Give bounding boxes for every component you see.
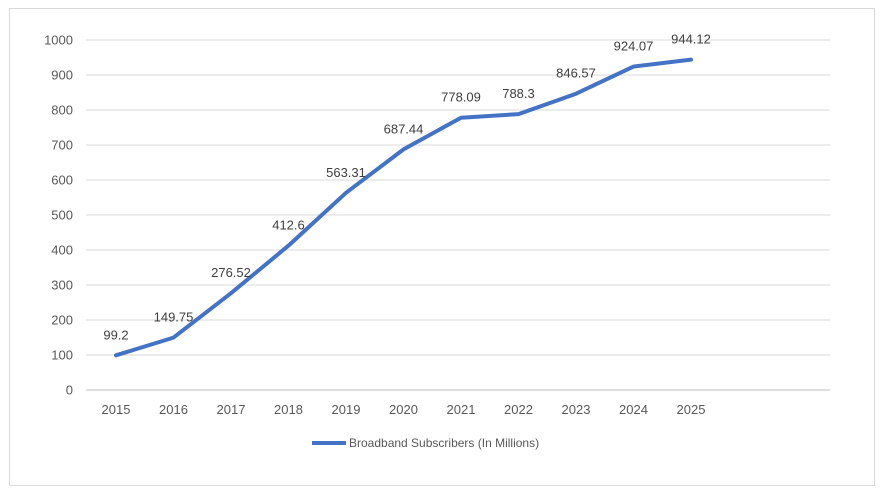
legend-label: Broadband Subscribers (In Millions) bbox=[349, 436, 539, 450]
data-label: 412.6 bbox=[272, 218, 305, 233]
y-tick-label: 200 bbox=[51, 313, 73, 328]
x-tick-label: 2023 bbox=[562, 402, 591, 417]
y-tick-label: 300 bbox=[51, 278, 73, 293]
data-label: 778.09 bbox=[441, 90, 481, 105]
series-line bbox=[114, 57, 693, 358]
series-lines bbox=[114, 57, 693, 358]
x-tick-label: 2021 bbox=[447, 402, 476, 417]
data-label: 99.2 bbox=[103, 327, 128, 342]
data-label: 276.52 bbox=[211, 265, 251, 280]
y-tick-label: 100 bbox=[51, 348, 73, 363]
data-label: 788.3 bbox=[502, 86, 535, 101]
x-tick-label: 2016 bbox=[159, 402, 188, 417]
chart-frame bbox=[9, 8, 875, 486]
legend: Broadband Subscribers (In Millions) bbox=[312, 436, 539, 450]
data-label: 944.12 bbox=[671, 32, 711, 47]
x-tick-label: 2017 bbox=[217, 402, 246, 417]
data-label: 687.44 bbox=[384, 121, 424, 136]
y-axis-ticks: 0 100 200 300 400 500 600 700 800 900 1000 bbox=[44, 33, 73, 398]
x-tick-label: 2022 bbox=[504, 402, 533, 417]
y-tick-label: 500 bbox=[51, 208, 73, 223]
data-label: 563.31 bbox=[326, 165, 366, 180]
gridlines bbox=[86, 39, 830, 391]
data-labels: 99.2 149.75 276.52 412.6 563.31 687.44 778.09 7… bbox=[103, 32, 711, 343]
y-tick-label: 800 bbox=[51, 103, 73, 118]
x-tick-label: 2015 bbox=[102, 402, 131, 417]
y-tick-label: 1000 bbox=[44, 33, 73, 48]
x-tick-label: 2024 bbox=[619, 402, 648, 417]
data-label: 149.75 bbox=[154, 310, 194, 325]
y-tick-label: 400 bbox=[51, 243, 73, 258]
y-tick-label: 600 bbox=[51, 173, 73, 188]
data-label: 846.57 bbox=[556, 66, 596, 81]
y-tick-label: 700 bbox=[51, 138, 73, 153]
x-axis-ticks: 2015 2016 2017 2018 2019 2020 2021 2022 2023 2024… bbox=[102, 402, 706, 417]
y-tick-label: 900 bbox=[51, 68, 73, 83]
x-tick-label: 2018 bbox=[274, 402, 303, 417]
x-tick-label: 2025 bbox=[677, 402, 706, 417]
y-tick-label: 0 bbox=[66, 383, 73, 398]
x-tick-label: 2020 bbox=[389, 402, 418, 417]
x-tick-label: 2019 bbox=[332, 402, 361, 417]
data-label: 924.07 bbox=[614, 39, 654, 54]
